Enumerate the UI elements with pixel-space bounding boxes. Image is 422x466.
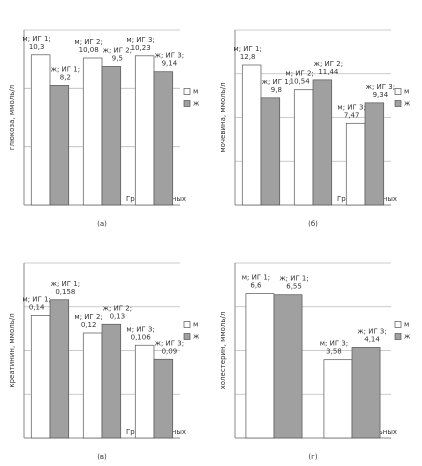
- legend-swatch: [394, 333, 402, 340]
- data-label-prefix: ж; ИГ 2;: [103, 46, 132, 54]
- data-label: 10,23: [131, 44, 151, 52]
- data-label-prefix: м; ИГ 3;: [126, 325, 154, 333]
- legend-label: м: [404, 88, 409, 96]
- data-label: 0,14: [29, 304, 45, 312]
- bar: [49, 299, 70, 439]
- data-label: 6,6: [250, 282, 262, 290]
- chart-panel: мочевина, ммоль/лГруппа больных(б)м; ИГ …: [219, 29, 411, 228]
- data-label-prefix: м; ИГ 3;: [337, 103, 365, 111]
- data-label: 11,44: [318, 68, 339, 76]
- data-label-prefix: ж; ИГ 1;: [51, 280, 80, 288]
- data-label-prefix: м; ИГ 2;: [74, 313, 102, 321]
- caption: (б): [308, 220, 318, 228]
- data-label-prefix: ж; ИГ 3;: [155, 339, 184, 347]
- bar: [30, 54, 51, 206]
- bar: [101, 323, 122, 439]
- caption: (а): [97, 220, 107, 228]
- data-label-prefix: м; ИГ 3;: [126, 36, 154, 44]
- y-axis-label: глюкоза, ммоль/л: [8, 85, 16, 150]
- bar: [134, 55, 155, 206]
- bar: [245, 293, 275, 439]
- data-label-prefix: ж; ИГ 3;: [366, 83, 395, 91]
- data-label-prefix: м; ИГ 1;: [22, 35, 50, 43]
- data-label-prefix: ж; ИГ 2;: [103, 304, 132, 312]
- bar: [293, 89, 314, 206]
- bar: [351, 347, 381, 439]
- bar: [82, 57, 103, 206]
- data-label: 10,54: [290, 78, 311, 86]
- data-label: 10,08: [79, 46, 99, 54]
- legend-swatch: [183, 88, 191, 95]
- data-label: 9,8: [271, 86, 282, 94]
- data-label: 0,13: [110, 312, 126, 320]
- y-axis-label: холестерин, ммоль/л: [219, 312, 227, 390]
- data-label-prefix: м; ИГ 1;: [22, 296, 50, 304]
- legend-swatch: [183, 333, 191, 340]
- bar: [101, 66, 122, 206]
- legend-label: ж: [193, 333, 200, 341]
- data-label: 9,5: [112, 54, 123, 62]
- legend-label: ж: [193, 100, 200, 108]
- data-label-prefix: ж; ИГ 2;: [314, 60, 343, 68]
- bar: [260, 97, 281, 206]
- data-label-prefix: м; ИГ 2;: [285, 70, 313, 78]
- data-label-prefix: ж; ИГ 1;: [262, 78, 291, 86]
- data-label: 7,47: [344, 111, 360, 119]
- bar: [49, 85, 70, 206]
- data-label: 8,2: [60, 73, 71, 81]
- bar: [323, 359, 353, 439]
- legend-label: м: [404, 321, 409, 329]
- y-axis-label: креатинин, ммоль/л: [8, 313, 16, 387]
- data-label: 0,12: [81, 321, 97, 329]
- legend-label: м: [193, 88, 198, 96]
- legend-swatch: [394, 88, 402, 95]
- data-label-prefix: ж; ИГ 1;: [51, 65, 80, 73]
- data-label-prefix: ж; ИГ 3;: [357, 327, 386, 335]
- bar: [82, 332, 103, 439]
- data-label: 12,8: [240, 53, 256, 61]
- data-label: 4,14: [364, 335, 380, 343]
- bar: [364, 102, 385, 206]
- bar: [241, 64, 262, 206]
- bar: [153, 358, 174, 439]
- bar: [30, 315, 51, 439]
- y-axis-label: мочевина, ммоль/л: [219, 82, 227, 152]
- legend-label: м: [193, 321, 198, 329]
- data-label-prefix: м; ИГ 3;: [320, 340, 348, 348]
- data-label: 9,34: [373, 91, 389, 99]
- data-label: 10,3: [29, 43, 45, 51]
- data-label-prefix: м; ИГ 2;: [74, 38, 102, 46]
- data-label: 6,55: [286, 283, 302, 291]
- chart-panel: холестерин, ммоль/лГруппа больных(г)м; И…: [219, 262, 411, 461]
- legend-label: ж: [404, 333, 411, 341]
- bar: [134, 344, 155, 439]
- data-label-prefix: м; ИГ 1;: [233, 45, 261, 53]
- data-label: 0,09: [162, 347, 178, 355]
- bar: [273, 294, 303, 439]
- legend-swatch: [183, 321, 191, 328]
- bar: [312, 79, 333, 206]
- bar: [153, 71, 174, 206]
- chart-panel: креатинин, ммоль/лГруппа больных(в)м; ИГ…: [8, 262, 200, 461]
- data-label-prefix: ж; ИГ 1;: [279, 275, 308, 283]
- legend-label: ж: [404, 100, 411, 108]
- data-label: 0,158: [55, 288, 75, 296]
- caption: (г): [308, 453, 317, 461]
- data-label-prefix: ж; ИГ 3;: [155, 52, 184, 60]
- caption: (в): [97, 453, 107, 461]
- legend-swatch: [183, 100, 191, 107]
- data-label: 3,58: [326, 348, 342, 356]
- chart-panel: глюкоза, ммоль/лГруппа больных(а)м; ИГ 1…: [8, 29, 200, 228]
- legend-swatch: [394, 321, 402, 328]
- data-label-prefix: м; ИГ 1;: [242, 274, 270, 282]
- data-label: 0,106: [131, 333, 152, 341]
- legend-swatch: [394, 100, 402, 107]
- bar: [345, 122, 366, 206]
- data-label: 9,14: [162, 60, 178, 68]
